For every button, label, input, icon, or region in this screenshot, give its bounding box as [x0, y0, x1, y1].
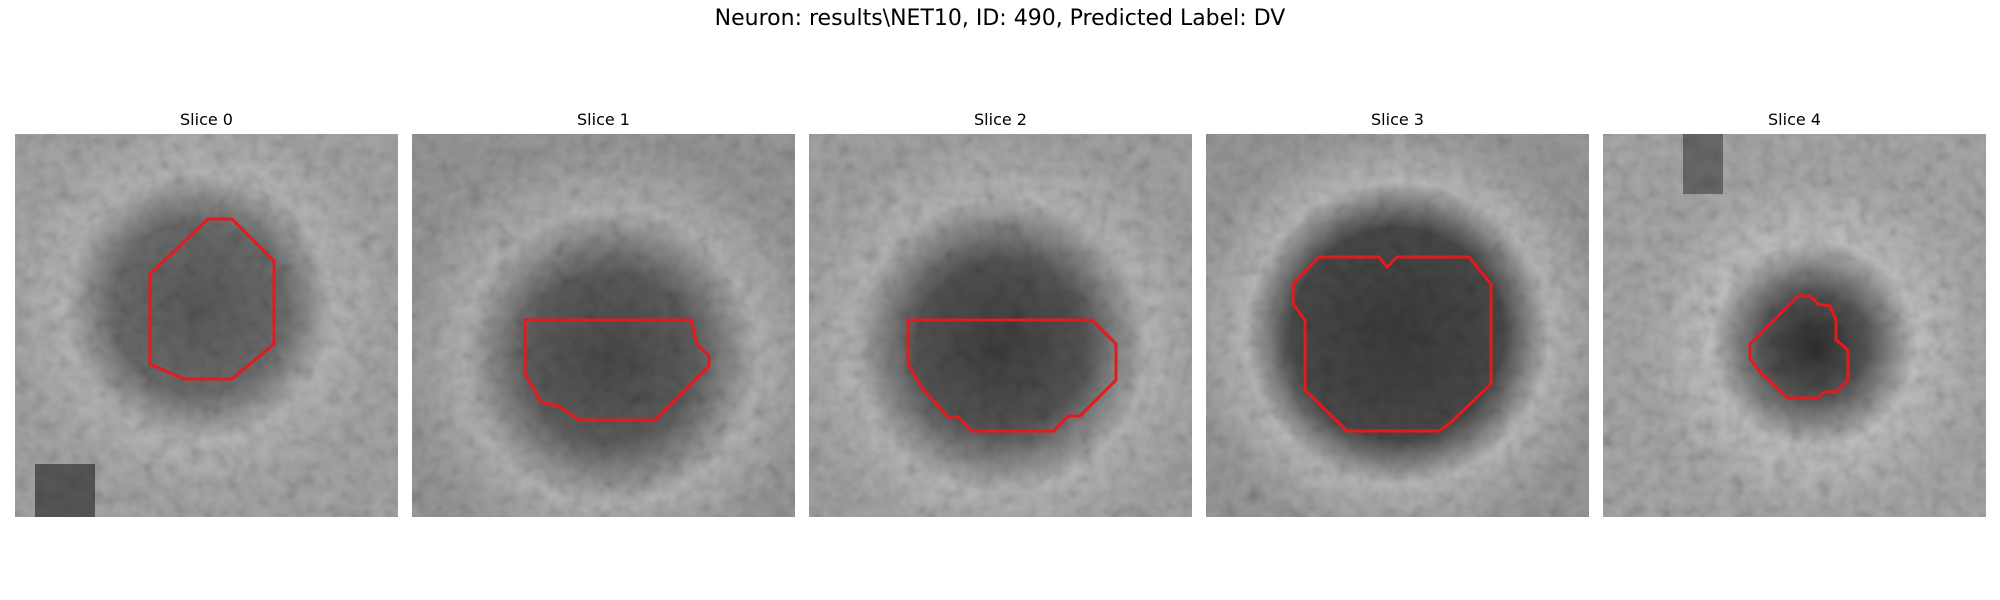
slice-label-2: Slice 2 — [974, 110, 1027, 129]
slice-panel-2: Slice 2 — [809, 108, 1192, 517]
contour-1 — [523, 318, 711, 422]
slice-label-1: Slice 1 — [577, 110, 630, 129]
contour-0 — [148, 217, 276, 381]
slice-label-0: Slice 0 — [180, 110, 233, 129]
slice-label-4: Slice 4 — [1768, 110, 1821, 129]
contour-3 — [1291, 255, 1493, 433]
slice-panel-3: Slice 3 — [1206, 108, 1589, 517]
slice-panel-0: Slice 0 — [15, 108, 398, 517]
slice-image-0 — [15, 134, 398, 517]
slice-panel-1: Slice 1 — [412, 108, 795, 517]
contour-2 — [906, 318, 1118, 433]
slice-image-2 — [809, 134, 1192, 517]
slice-label-3: Slice 3 — [1371, 110, 1424, 129]
figure-title: Neuron: results\NET10, ID: 490, Predicte… — [714, 6, 1286, 31]
contour-4 — [1748, 294, 1850, 400]
slice-image-3 — [1206, 134, 1589, 517]
slice-image-1 — [412, 134, 795, 517]
slice-panel-4: Slice 4 — [1603, 108, 1986, 517]
slice-image-4 — [1603, 134, 1986, 517]
